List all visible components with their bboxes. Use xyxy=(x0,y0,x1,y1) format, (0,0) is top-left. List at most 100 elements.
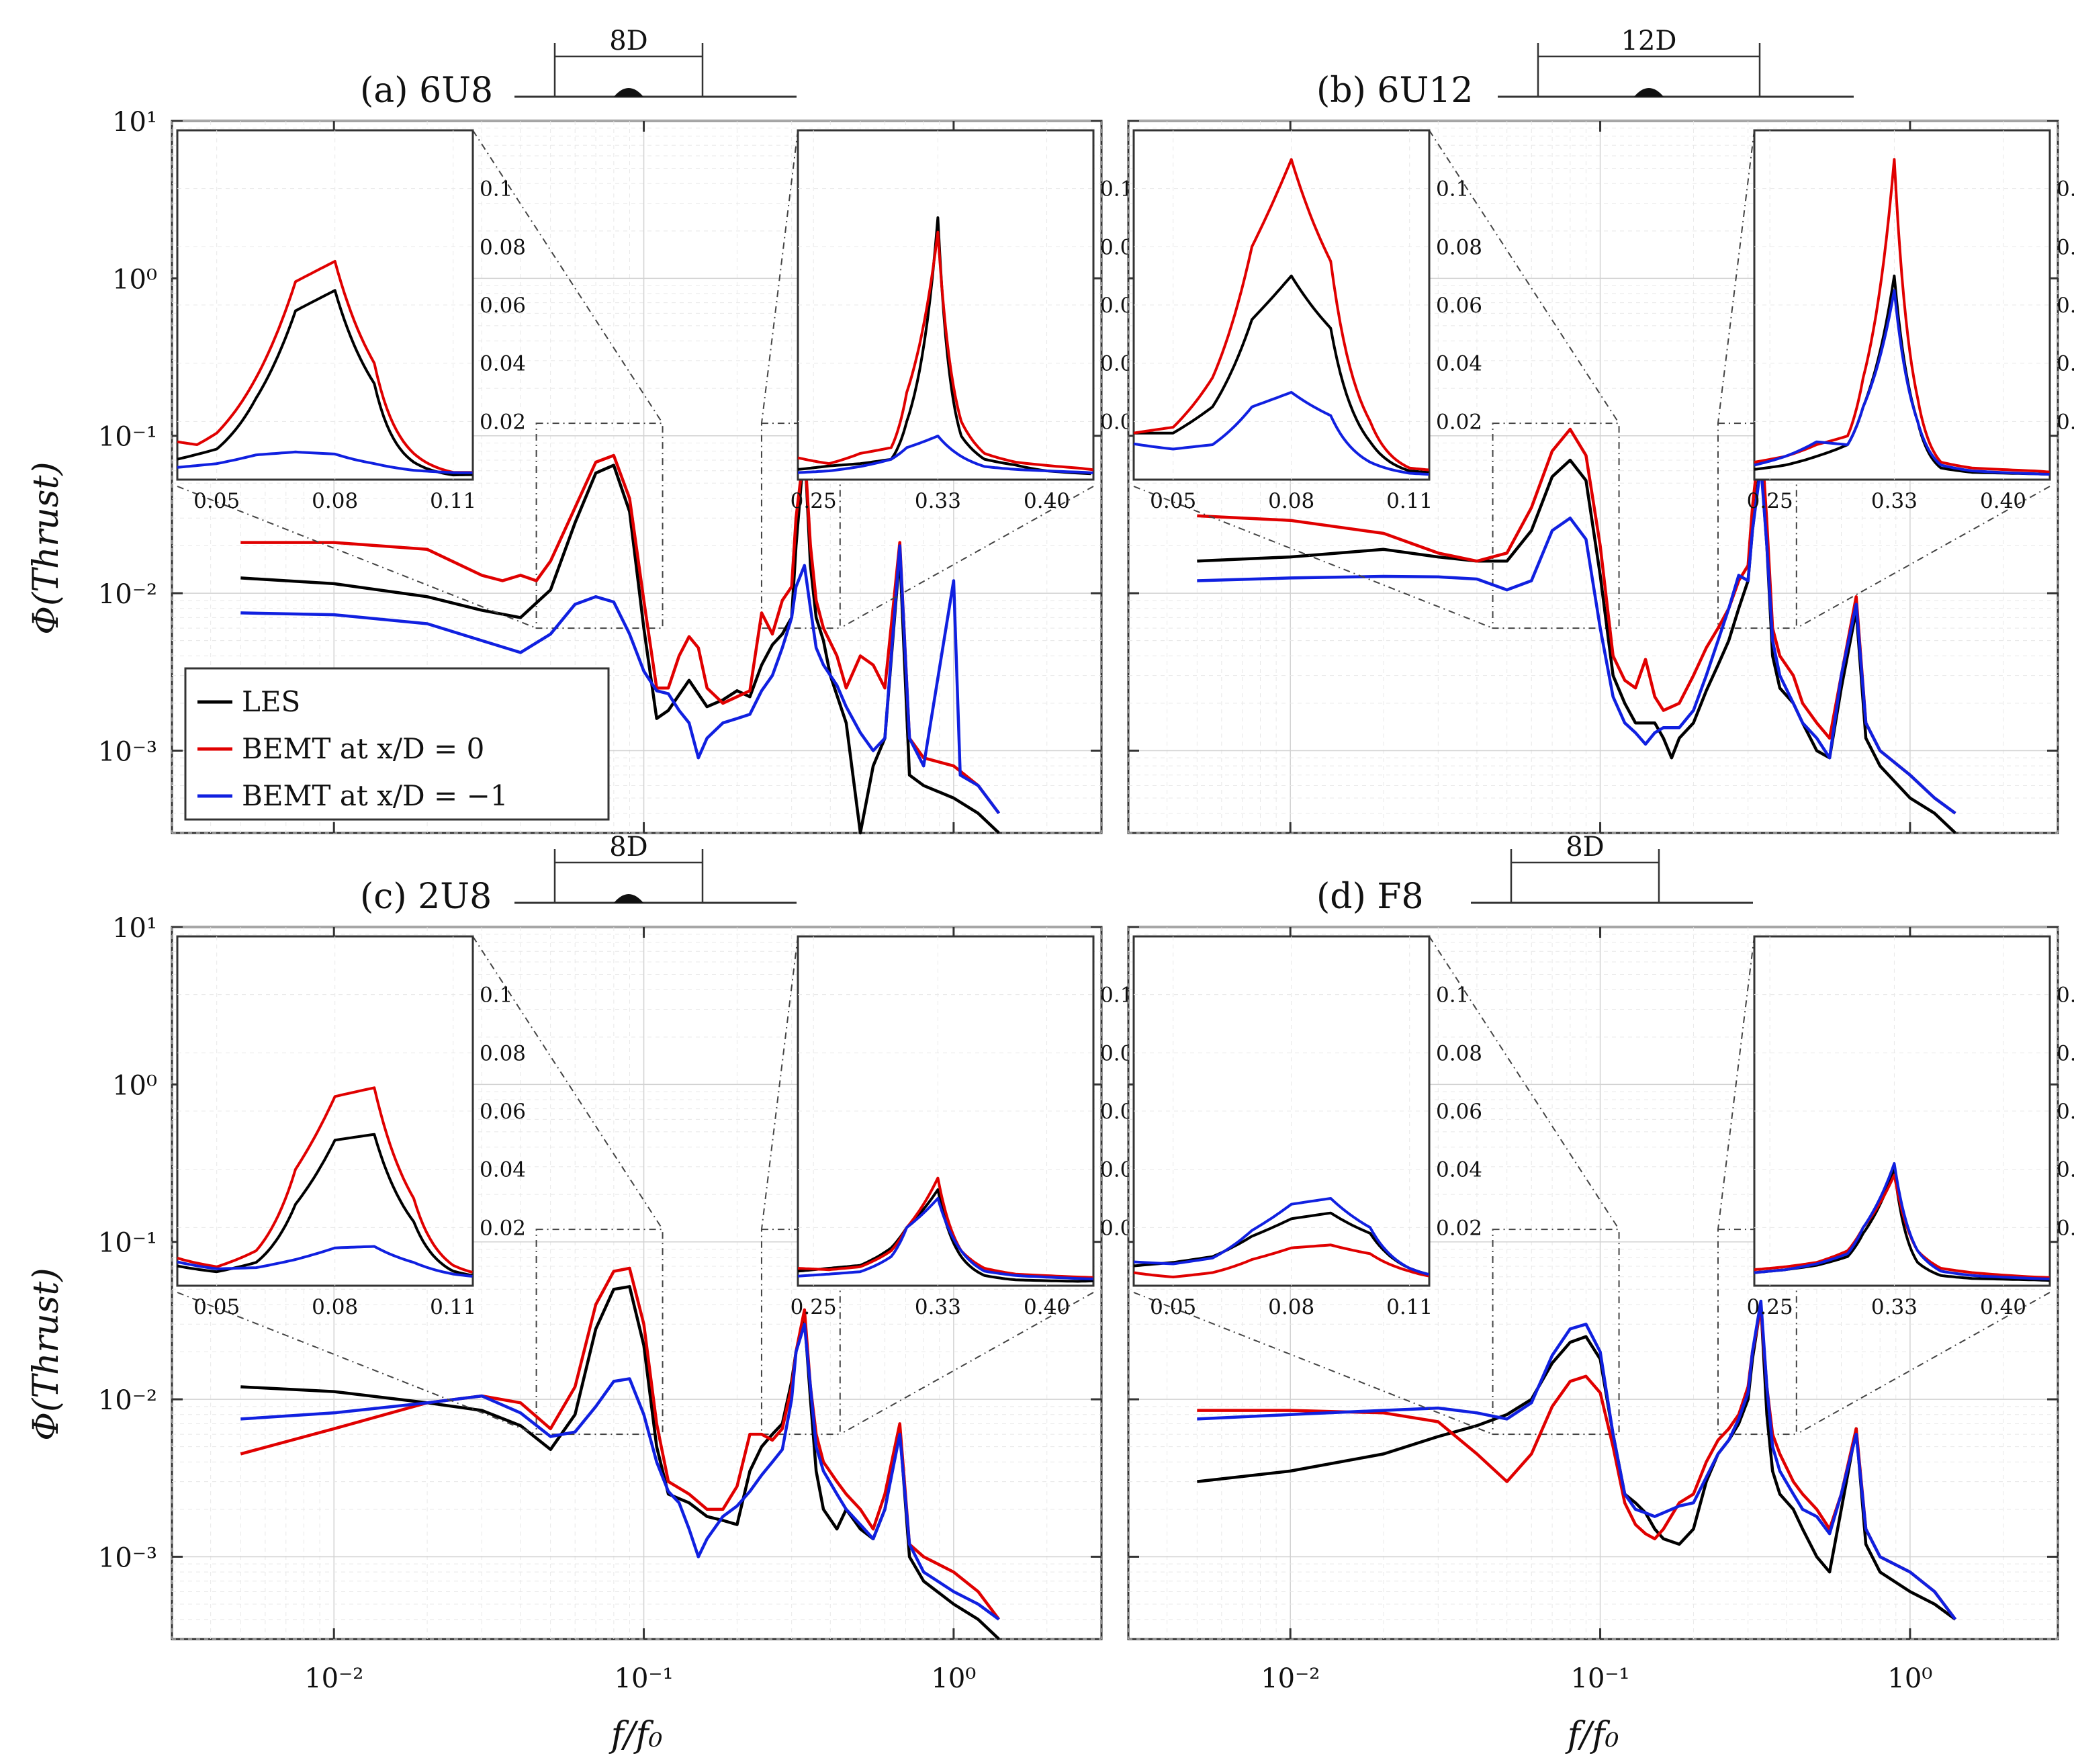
x-axis-label: f/f₀ xyxy=(608,1715,663,1755)
inset-y-tick-label: 0.04 xyxy=(2057,352,2074,376)
zoom-connector xyxy=(840,1292,1094,1435)
zoom-connector xyxy=(840,486,1094,629)
inset-x-tick-label: 0.40 xyxy=(1980,489,2026,513)
inset-series-line-bemt-m1 xyxy=(177,1245,473,1278)
zoom-connector xyxy=(1717,936,1755,1230)
inset-x-tick-label: 0.08 xyxy=(1268,1295,1314,1319)
inset-series-line-les xyxy=(797,1188,1093,1283)
inset-y-tick-label: 0.1 xyxy=(1436,983,1469,1008)
inset-series-line-bemt-0 xyxy=(1133,1243,1429,1278)
inset-left: 0.05 0.08 0.11 0.1 0.08 0.06 0.04 0.02 xyxy=(1132,129,1620,629)
zoom-connector xyxy=(1796,1292,2050,1435)
inset-y-tick-label: 0.08 xyxy=(1436,1041,1482,1065)
inset-y-tick-label: 0.02 xyxy=(2057,410,2074,434)
inset-y-tick-label: 0.06 xyxy=(2057,294,2074,318)
y-tick-label: 10⁻¹ xyxy=(98,1228,157,1259)
zoom-connector xyxy=(760,936,799,1230)
inset-x-tick-label: 0.25 xyxy=(1747,489,1793,513)
inset-x-tick-label: 0.40 xyxy=(1980,1295,2026,1319)
inset-series-line-bemt-0 xyxy=(1133,158,1429,472)
inset-x-tick-label: 0.05 xyxy=(1150,1295,1196,1319)
x-tick-label: 10⁰ xyxy=(931,1663,976,1694)
inset-x-tick-label: 0.08 xyxy=(312,1295,358,1319)
inset-series-line-bemt-m1 xyxy=(177,450,473,474)
inset-y-tick-label: 0.02 xyxy=(480,1216,526,1240)
inset-x-tick-label: 0.33 xyxy=(1871,489,1918,513)
zoom-box-left xyxy=(535,1229,664,1436)
schematic-hill xyxy=(614,88,643,97)
inset-x-tick-label: 0.05 xyxy=(193,489,240,513)
inset-x-tick-label: 0.11 xyxy=(430,1295,476,1319)
inset-series-line-bemt-m1 xyxy=(1133,1197,1429,1276)
y-tick-label: 10⁻³ xyxy=(98,736,157,767)
x-tick-label: 10⁻² xyxy=(304,1663,363,1694)
y-tick-label: 10⁻¹ xyxy=(98,422,157,453)
inset-x-tick-label: 0.25 xyxy=(1747,1295,1793,1319)
inset-y-tick-label: 0.02 xyxy=(1436,410,1482,434)
inset-series-line-bemt-0 xyxy=(177,260,473,474)
y-tick-label: 10⁻² xyxy=(98,1385,157,1416)
inset-y-tick-label: 0.04 xyxy=(2057,1158,2074,1182)
zoom-connector xyxy=(1429,130,1620,424)
y-tick-label: 10⁻² xyxy=(98,579,157,610)
y-tick-label: 10⁻³ xyxy=(98,1542,157,1573)
inset-y-tick-label: 0.04 xyxy=(480,1158,526,1182)
schematic-spacing-label: 8D xyxy=(609,832,648,863)
inset-x-tick-label: 0.25 xyxy=(791,489,837,513)
inset-x-tick-label: 0.25 xyxy=(791,1295,837,1319)
inset-series-line-bemt-m1 xyxy=(1754,1162,2050,1280)
series-line-les xyxy=(240,441,1000,835)
inset-y-tick-label: 0.08 xyxy=(1436,235,1482,259)
zoom-box-right xyxy=(760,423,841,629)
inset-x-tick-label: 0.40 xyxy=(1024,489,1070,513)
x-axis-label: f/f₀ xyxy=(1565,1715,1619,1755)
inset-series-line-les xyxy=(1133,1211,1429,1276)
inset-x-tick-label: 0.33 xyxy=(915,489,961,513)
inset-y-tick-label: 0.04 xyxy=(1436,352,1482,376)
inset-y-tick-label: 0.02 xyxy=(1436,1216,1482,1240)
x-tick-label: 10⁻¹ xyxy=(1571,1663,1630,1694)
inset-left: 0.05 0.08 0.11 0.1 0.08 0.06 0.04 0.02 xyxy=(1132,935,1620,1436)
zoom-box-right xyxy=(1717,423,1797,629)
y-axis-label: Φ(Thrust) xyxy=(26,461,66,634)
inset-x-tick-label: 0.40 xyxy=(1024,1295,1070,1319)
inset-y-tick-label: 0.06 xyxy=(1436,1100,1482,1124)
inset-series-line-les xyxy=(177,289,473,477)
x-tick-label: 10⁻² xyxy=(1261,1663,1320,1694)
schematic-spacing-label: 8D xyxy=(609,26,648,56)
inset-y-tick-label: 0.1 xyxy=(480,983,512,1008)
x-tick-label: 10⁻¹ xyxy=(615,1663,674,1694)
inset-right: 0.250.330.400.10.080.060.040.02 xyxy=(1717,935,2074,1435)
inset-left: 0.05 0.08 0.11 0.1 0.08 0.06 0.04 0.02 xyxy=(176,129,664,629)
inset-x-tick-label: 0.33 xyxy=(1871,1295,1918,1319)
legend-entry-les: LES xyxy=(242,685,300,718)
zoom-connector xyxy=(1429,936,1620,1230)
inset-y-tick-label: 0.1 xyxy=(480,177,512,202)
inset-y-tick-label: 0.1 xyxy=(1436,177,1469,202)
inset-x-tick-label: 0.05 xyxy=(193,1295,240,1319)
panel-title: (a) 6U8 xyxy=(360,71,493,111)
series-line-bemt-m1 xyxy=(240,544,1001,815)
inset-y-tick-label: 0.08 xyxy=(480,1041,526,1065)
inset-x-tick-label: 0.08 xyxy=(1268,489,1314,513)
inset-series-line-bemt-m1 xyxy=(1133,391,1429,476)
inset-series-line-bemt-0 xyxy=(797,1176,1093,1279)
inset-x-tick-label: 0.08 xyxy=(312,489,358,513)
inset-y-tick-label: 0.08 xyxy=(2057,1041,2074,1065)
zoom-box-right xyxy=(760,1229,841,1436)
x-tick-label: 10⁰ xyxy=(1887,1663,1932,1694)
zoom-box-right xyxy=(1717,1229,1797,1436)
inset-y-tick-label: 0.1 xyxy=(2057,983,2074,1008)
legend-box xyxy=(184,667,610,821)
inset-y-tick-label: 0.08 xyxy=(480,235,526,259)
inset-x-tick-label: 0.11 xyxy=(1386,489,1433,513)
inset-series-line-les xyxy=(1134,274,1429,474)
y-tick-label: 10¹ xyxy=(112,107,157,138)
inset-y-tick-label: 0.08 xyxy=(2057,235,2074,259)
panel-a: 10⁻³ 10⁻² 10⁻¹ 10⁰ 10¹ Φ(Thrust) (a) 6U8 8D 0.05… xyxy=(26,26,1146,835)
zoom-connector xyxy=(472,130,664,424)
inset-series-line-bemt-m1 xyxy=(1754,289,2050,476)
